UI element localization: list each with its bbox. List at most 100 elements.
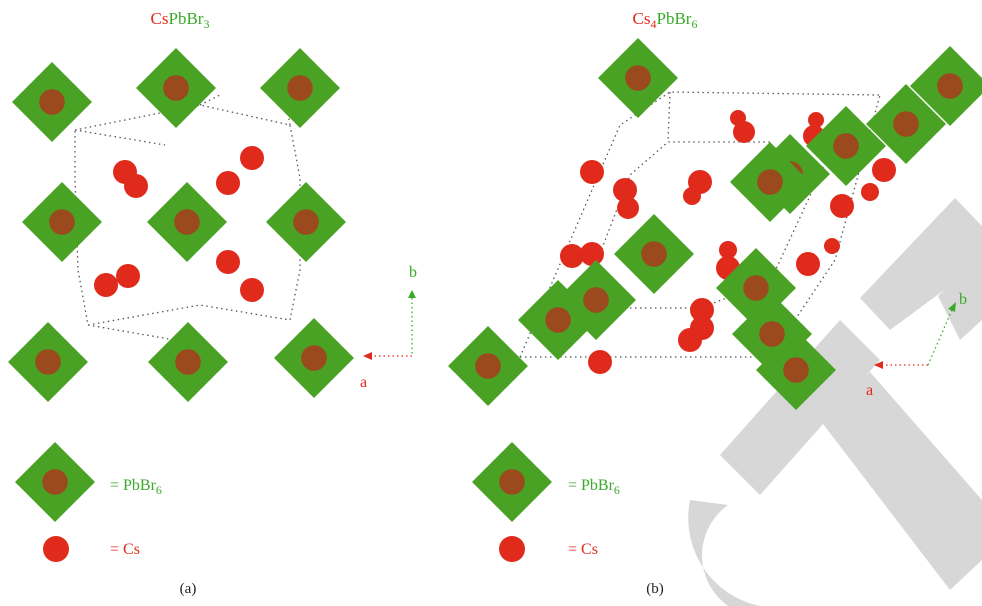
octahedron-b (448, 326, 528, 406)
cs-atom (124, 174, 148, 198)
watermark-logo (688, 198, 982, 606)
cs-atom (240, 146, 264, 170)
pb-atom (783, 357, 809, 383)
cell-edge-a (199, 94, 221, 106)
cell-edge-b (667, 91, 671, 143)
watermark-bar-4 (820, 372, 982, 590)
cs-atom (499, 536, 525, 562)
cs-atom (872, 158, 896, 182)
cs-atom (719, 241, 737, 259)
pb-atom (287, 75, 313, 101)
cs-atom (678, 328, 702, 352)
pb-atom (39, 89, 65, 115)
legend-octahedron (15, 442, 95, 522)
cs-atom (830, 194, 854, 218)
pb-atom (833, 133, 859, 159)
octahedra-b (448, 38, 982, 410)
pb-atom (475, 353, 501, 379)
octahedron-a (12, 62, 92, 142)
cs-atom (588, 350, 612, 374)
cs-atom (216, 250, 240, 274)
cs-atom (216, 171, 240, 195)
cell-outline-b (520, 94, 881, 358)
cs-atom (617, 197, 639, 219)
pb-atom (937, 73, 963, 99)
octahedron-b (866, 84, 946, 164)
panel-a: CsPbBr3 ba = PbBr6= Cs (a) (8, 9, 417, 597)
octahedron-b (730, 142, 810, 222)
cs-atom (240, 278, 264, 302)
pb-atom (893, 111, 919, 137)
legend-cs-label: = Cs (568, 541, 598, 558)
octahedron-a (274, 318, 354, 398)
octahedron-a (147, 182, 227, 262)
octahedron-b (598, 38, 678, 118)
octahedron-a (8, 322, 88, 402)
pb-atom (175, 349, 201, 375)
legend-pbbr6-text: = PbBr (568, 477, 615, 494)
panel-b: Cs4PbBr6 ba = PbBr6= Cs (b) (448, 9, 982, 597)
axis-a-label: a (866, 382, 873, 399)
axes-b: ba (866, 291, 967, 399)
caption-b: (b) (646, 581, 664, 597)
title-b-pbbr: PbBr (657, 9, 692, 28)
legend-octahedron (472, 442, 552, 522)
legend-pbbr6-label: = PbBr6 (110, 477, 162, 497)
cs-atoms-a (94, 146, 264, 302)
cs-atom (690, 298, 714, 322)
title-b-cs-subscript: 4 (651, 17, 657, 31)
title-a-pbbr: PbBr (169, 9, 204, 28)
pb-atom (49, 209, 75, 235)
pb-atom (301, 345, 327, 371)
octahedron-b (518, 280, 598, 360)
octahedron-b (756, 330, 836, 410)
axis-b-arrow (408, 290, 416, 298)
cell-edge-a (87, 324, 176, 341)
cs-atom (94, 273, 118, 297)
pb-atom (743, 275, 769, 301)
pb-atom (174, 209, 200, 235)
cs-atom (733, 121, 755, 143)
pb-atom (499, 469, 525, 495)
octahedron-a (148, 322, 228, 402)
title-a-cs: Cs (151, 9, 169, 28)
axis-b-arrow (948, 302, 956, 312)
axes-a: ba (360, 264, 417, 391)
cell-outline-b (519, 91, 881, 358)
octahedron-a (260, 48, 340, 128)
legend-a: = PbBr6 = Cs (15, 442, 162, 562)
title-a-subscript: 3 (203, 17, 209, 31)
caption-a: (a) (180, 581, 197, 597)
cs-atom (796, 252, 820, 276)
pb-atom (759, 321, 785, 347)
legend-pbbr6-subscript: 6 (614, 483, 620, 497)
panel-b-title: Cs4PbBr6 (633, 9, 698, 31)
axis-a-label: a (360, 374, 367, 391)
legend-b: = PbBr6 = Cs (472, 442, 620, 562)
cs-atom (808, 112, 824, 128)
cell-inner-b (600, 141, 836, 309)
cs-atom (861, 183, 879, 201)
octahedron-a (266, 182, 346, 262)
unit-cell-b (519, 91, 881, 358)
cs-atom (580, 242, 604, 266)
legend-pbbr6-subscript: 6 (156, 483, 162, 497)
cs-atoms-b (560, 110, 896, 374)
pb-atom (42, 469, 68, 495)
pb-atom (545, 307, 571, 333)
cell-inner-b (567, 141, 770, 339)
pb-atom (293, 209, 319, 235)
panel-a-title: CsPbBr3 (151, 9, 210, 31)
pb-atom (625, 65, 651, 91)
axis-a-arrow (363, 352, 372, 360)
axis-b-label: b (959, 291, 967, 308)
cs-atom (43, 536, 69, 562)
legend-pbbr6-text: = PbBr (110, 477, 157, 494)
octahedra-a (8, 48, 354, 402)
octahedron-a (22, 182, 102, 262)
cs-atom (683, 187, 701, 205)
watermark-arc (688, 500, 800, 606)
title-b-cs: Cs (633, 9, 651, 28)
axis-b-label: b (409, 264, 417, 281)
